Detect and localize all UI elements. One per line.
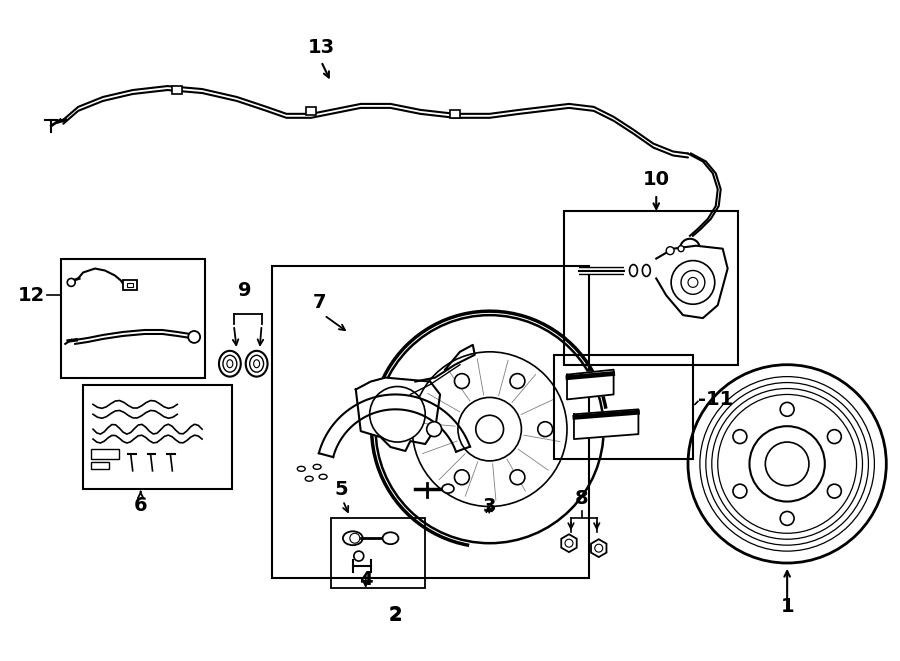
Bar <box>331 518 425 588</box>
Ellipse shape <box>219 351 241 377</box>
Circle shape <box>780 512 794 525</box>
Circle shape <box>454 373 469 389</box>
Text: 2: 2 <box>389 605 402 623</box>
Circle shape <box>733 430 747 444</box>
Ellipse shape <box>643 264 651 276</box>
Text: 4: 4 <box>359 570 373 589</box>
Circle shape <box>780 403 794 416</box>
Bar <box>450 110 460 118</box>
Ellipse shape <box>305 477 313 481</box>
Text: 3: 3 <box>483 498 497 516</box>
Circle shape <box>370 387 425 442</box>
Text: 13: 13 <box>308 38 335 58</box>
Ellipse shape <box>297 467 305 471</box>
Circle shape <box>354 551 364 561</box>
Circle shape <box>688 365 886 563</box>
Circle shape <box>733 485 747 498</box>
Text: 9: 9 <box>238 282 251 300</box>
Circle shape <box>827 430 842 444</box>
Bar <box>122 280 137 290</box>
Text: 12: 12 <box>18 286 45 305</box>
Ellipse shape <box>313 465 321 469</box>
Circle shape <box>750 426 824 502</box>
Polygon shape <box>656 246 727 318</box>
Text: 5: 5 <box>334 480 347 498</box>
Text: 8: 8 <box>575 490 589 508</box>
Text: 6: 6 <box>134 496 148 515</box>
Bar <box>564 211 738 365</box>
Text: -11: -11 <box>698 390 733 409</box>
Bar <box>272 266 589 578</box>
Circle shape <box>454 470 469 485</box>
Polygon shape <box>574 409 638 439</box>
Circle shape <box>188 331 200 343</box>
Bar <box>554 355 693 459</box>
Text: 10: 10 <box>643 170 670 189</box>
Ellipse shape <box>382 532 399 544</box>
Circle shape <box>427 422 442 437</box>
Bar <box>61 258 205 377</box>
Bar <box>91 449 119 459</box>
Circle shape <box>765 442 809 486</box>
Circle shape <box>827 485 842 498</box>
Circle shape <box>68 278 76 286</box>
Bar <box>127 284 132 288</box>
Circle shape <box>671 260 715 304</box>
Circle shape <box>510 373 525 389</box>
Bar <box>91 462 109 469</box>
Circle shape <box>538 422 553 437</box>
Text: 2: 2 <box>389 607 402 625</box>
Text: 1: 1 <box>780 597 794 615</box>
Bar <box>83 385 232 488</box>
Ellipse shape <box>442 485 454 493</box>
Ellipse shape <box>629 264 637 276</box>
Text: 7: 7 <box>312 293 326 312</box>
Circle shape <box>678 246 684 252</box>
Ellipse shape <box>320 475 327 479</box>
Circle shape <box>666 247 674 254</box>
Bar <box>173 86 183 94</box>
Polygon shape <box>567 369 614 399</box>
Polygon shape <box>319 395 470 457</box>
Ellipse shape <box>343 531 363 545</box>
Bar <box>306 107 316 115</box>
Polygon shape <box>356 377 440 451</box>
Ellipse shape <box>246 351 267 377</box>
Circle shape <box>375 315 604 543</box>
Circle shape <box>510 470 525 485</box>
